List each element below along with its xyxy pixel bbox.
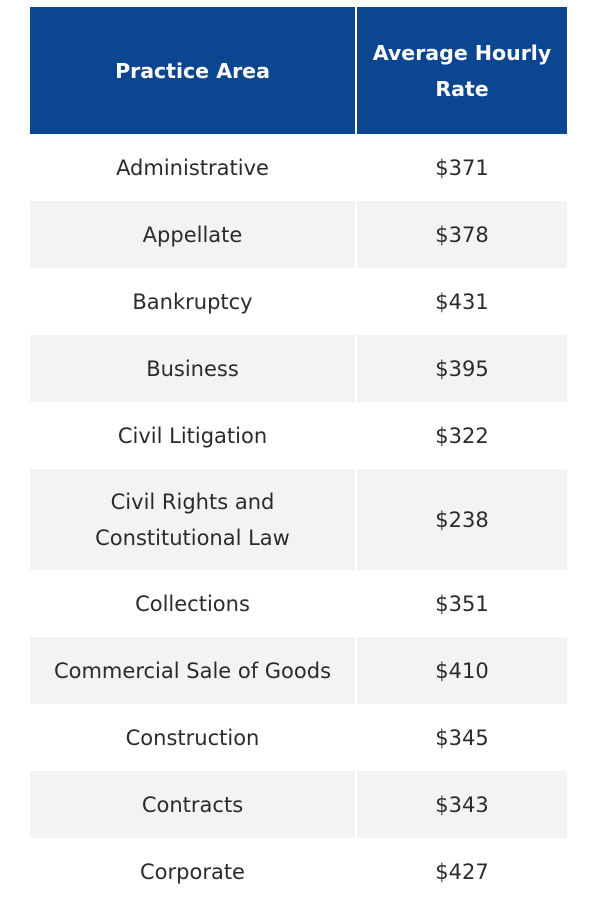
cell-hourly-rate: $351: [357, 570, 567, 637]
cell-hourly-rate: $427: [357, 838, 567, 905]
cell-hourly-rate: $378: [357, 201, 567, 268]
cell-practice-area: Commercial Sale of Goods: [30, 637, 355, 704]
cell-practice-area: Business: [30, 335, 355, 402]
cell-hourly-rate: $345: [357, 704, 567, 771]
cell-hourly-rate: $238: [357, 469, 567, 570]
cell-practice-area: Contracts: [30, 771, 355, 838]
cell-practice-area: Bankruptcy: [30, 268, 355, 335]
header-practice-area: Practice Area: [30, 7, 355, 134]
cell-hourly-rate: $410: [357, 637, 567, 704]
cell-practice-area: Corporate: [30, 838, 355, 905]
cell-hourly-rate: $343: [357, 771, 567, 838]
cell-practice-area: Appellate: [30, 201, 355, 268]
cell-practice-area: Construction: [30, 704, 355, 771]
cell-hourly-rate: $371: [357, 134, 567, 201]
cell-practice-area: Civil Rights and Constitutional Law: [30, 469, 355, 570]
cell-hourly-rate: $395: [357, 335, 567, 402]
header-average-hourly-rate: Average Hourly Rate: [357, 7, 567, 134]
rates-table: Practice Area Average Hourly Rate Admini…: [30, 7, 567, 905]
cell-practice-area: Administrative: [30, 134, 355, 201]
cell-hourly-rate: $322: [357, 402, 567, 469]
cell-hourly-rate: $431: [357, 268, 567, 335]
cell-practice-area: Civil Litigation: [30, 402, 355, 469]
cell-practice-area: Collections: [30, 570, 355, 637]
